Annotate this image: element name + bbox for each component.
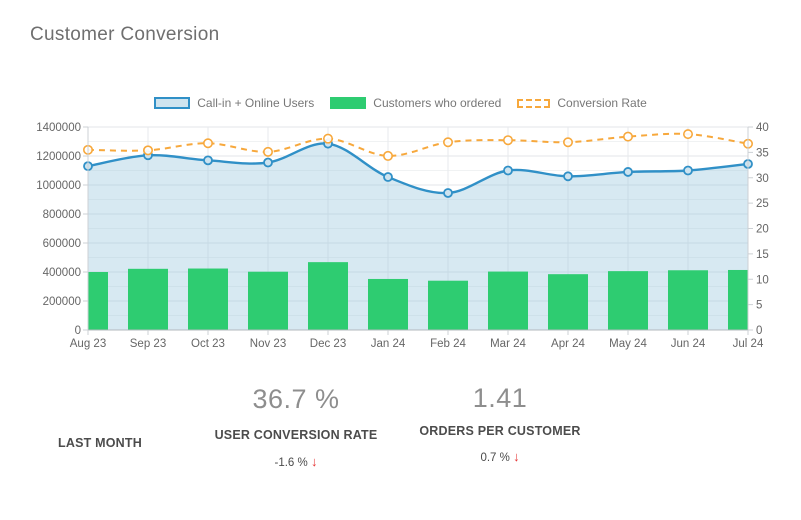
- svg-text:Oct 23: Oct 23: [191, 338, 225, 350]
- stat-label-conversion: USER CONVERSION RATE: [214, 428, 378, 442]
- orders-bar-series: [88, 262, 748, 330]
- legend-item-rate[interactable]: Conversion Rate: [517, 96, 647, 110]
- svg-text:20: 20: [756, 224, 769, 236]
- stat-label-orders: ORDERS PER CUSTOMER: [419, 424, 581, 438]
- svg-text:Jun 24: Jun 24: [671, 338, 706, 350]
- svg-text:Sep 23: Sep 23: [130, 338, 166, 350]
- orders-series-swatch-icon: [330, 97, 367, 109]
- stat-change-orders: 0.7 % ↓: [390, 449, 610, 464]
- stat-orders-per-customer: 1.41 ORDERS PER CUSTOMER 0.7 % ↓: [390, 383, 610, 464]
- stat-value-orders: 1.41: [472, 383, 528, 413]
- svg-text:200000: 200000: [43, 296, 81, 308]
- x-axis: Aug 23 Sep 23 Oct 23 Nov 23 Dec 23 Jan 24 Feb …: [70, 330, 764, 350]
- legend-label-users: Call-in + Online Users: [197, 96, 315, 110]
- svg-text:30: 30: [756, 173, 769, 185]
- stat-period-label: LAST MONTH: [58, 436, 142, 450]
- stat-change-orders-text: 0.7 %: [480, 452, 510, 464]
- legend-label-rate: Conversion Rate: [557, 96, 647, 110]
- rate-series-swatch-icon: [517, 98, 551, 108]
- right-axis: 0 5 10 15 20 25 30 35 40: [748, 122, 769, 337]
- svg-text:0: 0: [756, 325, 762, 337]
- stat-period: LAST MONTH: [30, 423, 170, 450]
- svg-text:Jul 24: Jul 24: [733, 338, 764, 350]
- svg-text:Dec 23: Dec 23: [310, 338, 346, 350]
- legend-label-orders: Customers who ordered: [373, 96, 502, 110]
- stat-user-conversion-rate: 36.7 % USER CONVERSION RATE -1.6 % ↓: [186, 384, 406, 469]
- chart-legend: Call-in + Online Users Customers who ord…: [0, 96, 801, 110]
- stat-change-conversion: -1.6 % ↓: [186, 454, 406, 469]
- svg-text:10: 10: [756, 274, 769, 286]
- arrow-down-icon: ↓: [310, 454, 318, 469]
- stat-value-conversion: 36.7 %: [252, 384, 340, 414]
- svg-text:1200000: 1200000: [36, 151, 81, 163]
- legend-item-orders[interactable]: Customers who ordered: [330, 96, 501, 110]
- svg-text:0: 0: [75, 325, 81, 337]
- svg-text:400000: 400000: [43, 267, 81, 279]
- svg-text:Aug 23: Aug 23: [70, 338, 106, 350]
- customer-conversion-chart[interactable]: 0 200000 400000 600000 800000 1000000 1200000 1…: [0, 118, 801, 358]
- svg-text:1000000: 1000000: [36, 180, 81, 192]
- svg-text:Nov 23: Nov 23: [250, 338, 286, 350]
- page-title: Customer Conversion: [30, 24, 220, 45]
- left-axis: 0 200000 400000 600000 800000 1000000 1200000 1…: [36, 122, 88, 337]
- svg-text:5: 5: [756, 300, 762, 312]
- svg-text:40: 40: [756, 122, 769, 134]
- arrow-down-icon: ↓: [513, 449, 520, 464]
- stat-change-conversion-text: -1.6 %: [274, 457, 308, 469]
- svg-text:Apr 24: Apr 24: [551, 338, 585, 350]
- axes: 0 200000 400000 600000 800000 1000000 1200000 1…: [36, 122, 769, 350]
- svg-text:25: 25: [756, 198, 769, 210]
- svg-text:1400000: 1400000: [36, 122, 81, 134]
- svg-text:May 24: May 24: [609, 338, 647, 350]
- svg-text:800000: 800000: [43, 209, 81, 221]
- svg-text:15: 15: [756, 249, 769, 261]
- svg-text:Mar 24: Mar 24: [490, 338, 526, 350]
- svg-text:Jan 24: Jan 24: [371, 338, 406, 350]
- svg-text:Feb 24: Feb 24: [430, 338, 466, 350]
- legend-item-users[interactable]: Call-in + Online Users: [154, 96, 314, 110]
- svg-text:600000: 600000: [43, 238, 81, 250]
- users-series-swatch-icon: [154, 97, 191, 109]
- svg-text:35: 35: [756, 147, 769, 159]
